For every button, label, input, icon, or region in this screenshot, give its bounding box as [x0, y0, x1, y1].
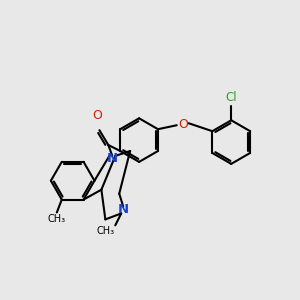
Text: N: N [118, 203, 129, 216]
Text: CH₃: CH₃ [48, 214, 66, 224]
Text: O: O [92, 109, 102, 122]
Text: N: N [107, 152, 118, 165]
Text: O: O [178, 118, 188, 131]
Text: Cl: Cl [225, 92, 237, 104]
Text: CH₃: CH₃ [96, 226, 114, 236]
